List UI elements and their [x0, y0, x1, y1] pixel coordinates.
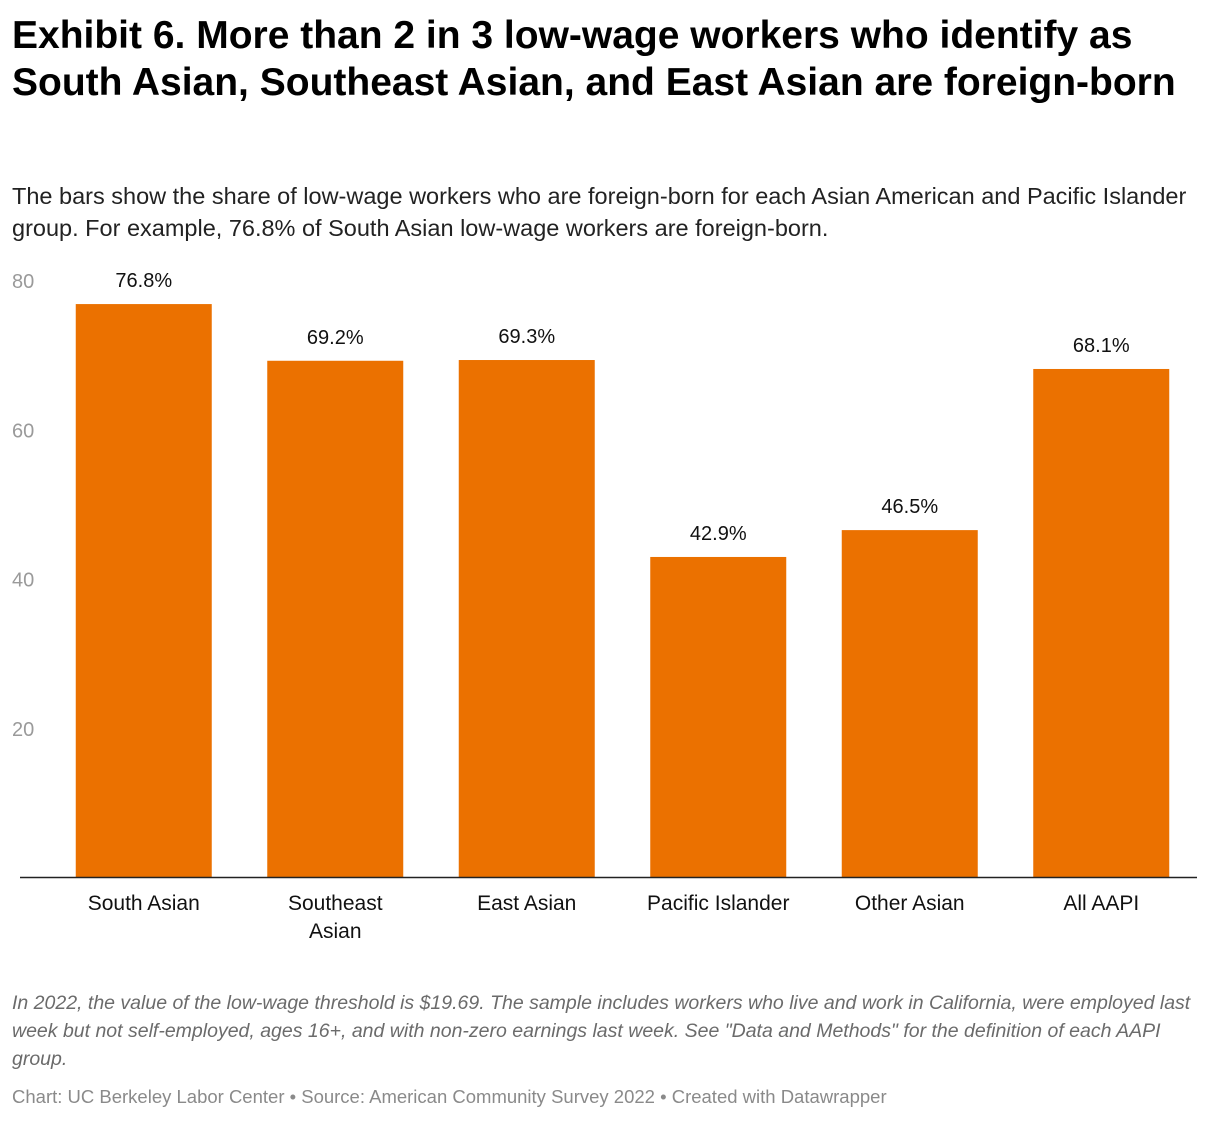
x-axis: South Asian Southeast Asian East Asian Pacif… [20, 876, 1197, 943]
bar [75, 304, 212, 877]
x-tick-label: Southeast Asian [288, 892, 383, 943]
y-tick-label: 80 [12, 271, 34, 293]
bar-value-label: 69.2% [307, 327, 364, 349]
y-tick-label: 40 [12, 570, 34, 592]
y-tick-label: 60 [12, 420, 34, 442]
x-tick-label: East Asian [477, 892, 576, 915]
chart-notes: In 2022, the value of the low-wage thres… [12, 992, 1191, 1070]
value-labels: 76.8% 69.2% 69.3% 42.9% 46.5% 68.1% [115, 270, 1129, 545]
chart-credits: Chart: UC Berkeley Labor Center • Source… [12, 1086, 887, 1107]
y-axis: 20 40 60 80 [12, 271, 34, 741]
bar-value-label: 46.5% [881, 496, 938, 518]
x-tick-label: Pacific Islander [647, 892, 789, 915]
bar [458, 360, 595, 878]
x-tick-label: Other Asian [855, 892, 965, 915]
bars [75, 304, 1170, 878]
bar [841, 530, 978, 877]
bar [1033, 368, 1170, 877]
bar-value-label: 68.1% [1073, 335, 1130, 357]
y-tick-label: 20 [12, 719, 34, 741]
chart-subtitle: The bars show the share of low-wage work… [12, 183, 1187, 241]
x-tick-label: South Asian [88, 892, 200, 915]
bar [650, 556, 787, 877]
bar-value-label: 69.3% [498, 326, 555, 348]
chart-title: Exhibit 6. More than 2 in 3 low-wage wor… [12, 14, 1176, 104]
bar [267, 360, 404, 877]
bar-value-label: 42.9% [690, 523, 747, 545]
bar-value-label: 76.8% [115, 270, 172, 292]
x-tick-label: All AAPI [1063, 892, 1139, 915]
